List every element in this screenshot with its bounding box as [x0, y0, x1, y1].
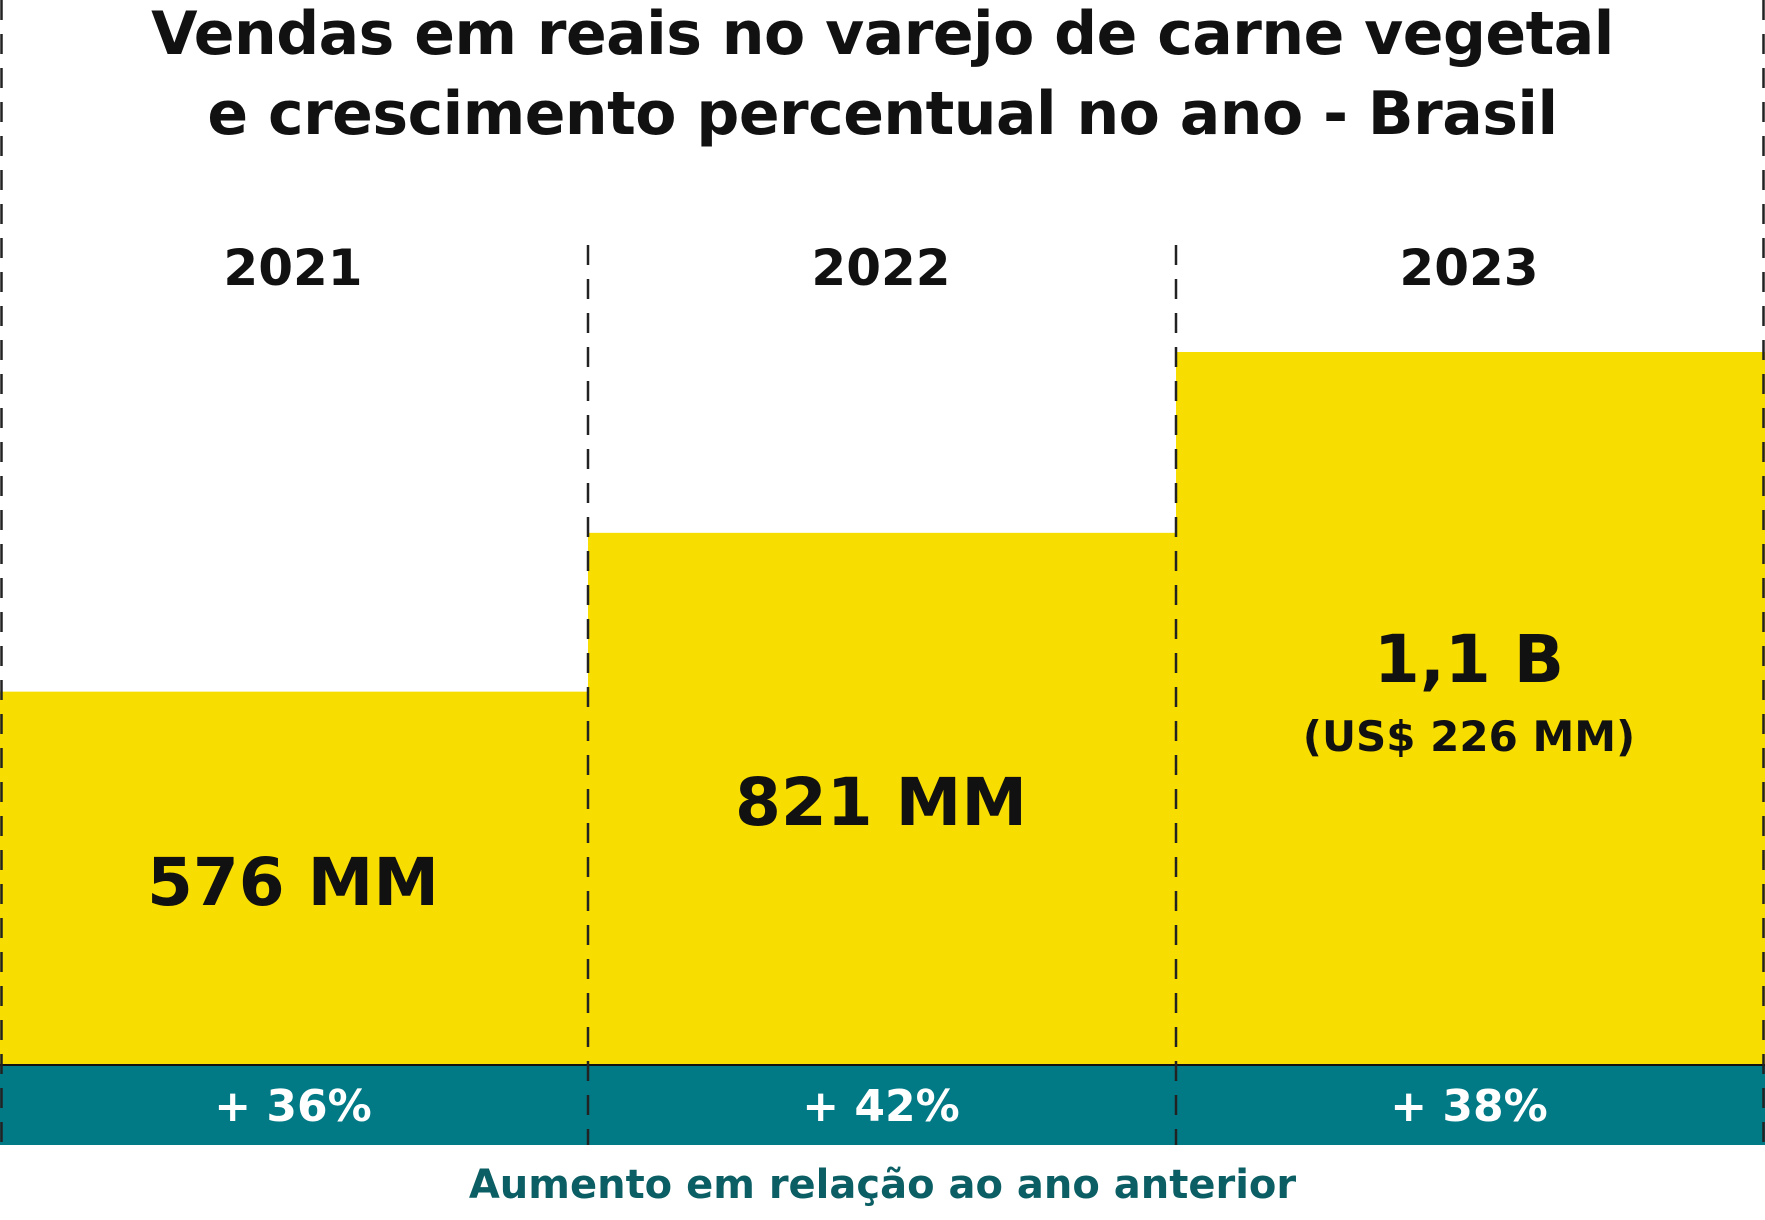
chart-title-line-1: Vendas em reais no varejo de carne veget…	[151, 0, 1614, 69]
growth-caption: Aumento em relação ao ano anterior	[468, 1162, 1297, 1208]
chart-title-line-2: e crescimento percentual no ano - Brasil	[207, 79, 1558, 149]
category-label-2022: 2022	[811, 239, 950, 297]
growth-label-2021: + 36%	[214, 1081, 372, 1132]
value-label-2022: 821 MM	[735, 764, 1027, 841]
bar-2021	[0, 691, 588, 1065]
bar-2023	[1176, 352, 1765, 1065]
growth-label-2023: + 38%	[1390, 1081, 1548, 1132]
value-label-2023: 1,1 B	[1374, 621, 1564, 698]
value-label-2021: 576 MM	[147, 844, 439, 921]
bar-2022	[588, 532, 1176, 1065]
growth-label-2022: + 42%	[802, 1081, 960, 1132]
category-label-2023: 2023	[1399, 239, 1538, 297]
category-label-2021: 2021	[223, 239, 362, 297]
value-sublabel-2023: (US$ 226 MM)	[1303, 712, 1635, 761]
growth-band	[0, 1065, 1765, 1145]
